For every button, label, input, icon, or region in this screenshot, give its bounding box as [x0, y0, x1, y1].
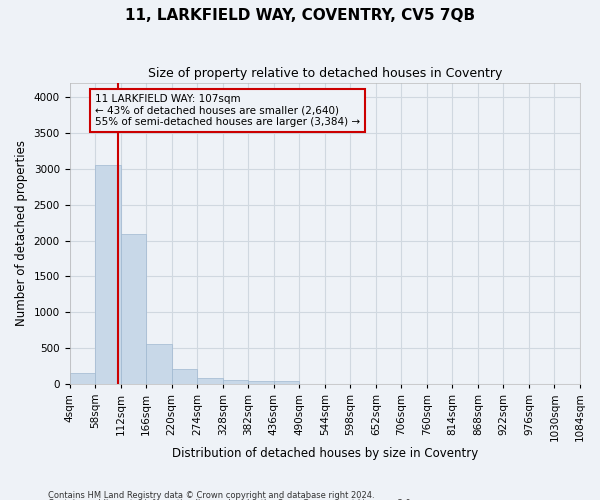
Text: 11, LARKFIELD WAY, COVENTRY, CV5 7QB: 11, LARKFIELD WAY, COVENTRY, CV5 7QB — [125, 8, 475, 22]
Bar — [146, 344, 172, 384]
Bar — [172, 369, 197, 384]
X-axis label: Distribution of detached houses by size in Coventry: Distribution of detached houses by size … — [172, 447, 478, 460]
Bar — [274, 381, 299, 384]
Text: Contains HM Land Registry data © Crown copyright and database right 2024.: Contains HM Land Registry data © Crown c… — [48, 490, 374, 500]
Text: Contains public sector information licensed under the Open Government Licence v3: Contains public sector information licen… — [48, 499, 413, 500]
Title: Size of property relative to detached houses in Coventry: Size of property relative to detached ho… — [148, 68, 502, 80]
Bar — [121, 234, 146, 384]
Text: 11 LARKFIELD WAY: 107sqm
← 43% of detached houses are smaller (2,640)
55% of sem: 11 LARKFIELD WAY: 107sqm ← 43% of detach… — [95, 94, 360, 127]
Y-axis label: Number of detached properties: Number of detached properties — [15, 140, 28, 326]
Bar — [95, 166, 121, 384]
Bar — [70, 372, 95, 384]
Bar — [223, 380, 248, 384]
Bar — [197, 378, 223, 384]
Bar — [248, 381, 274, 384]
